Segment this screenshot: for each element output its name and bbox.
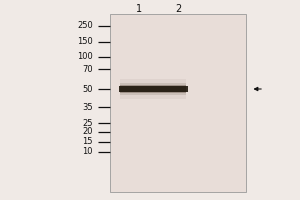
Text: 70: 70 (82, 64, 93, 73)
Bar (110, 14, 246, 192)
Bar (120, 79, 186, 99)
Text: 100: 100 (77, 52, 93, 61)
Text: 50: 50 (82, 85, 93, 94)
Text: 2: 2 (176, 4, 182, 14)
Text: 35: 35 (82, 102, 93, 112)
Text: 15: 15 (82, 138, 93, 146)
Bar (120, 85, 186, 93)
Text: 20: 20 (82, 128, 93, 136)
Text: 1: 1 (136, 4, 142, 14)
Text: 25: 25 (82, 118, 93, 128)
Text: 10: 10 (82, 148, 93, 156)
Bar (118, 86, 188, 92)
Bar (120, 83, 186, 95)
Text: 150: 150 (77, 38, 93, 46)
Text: 250: 250 (77, 21, 93, 30)
